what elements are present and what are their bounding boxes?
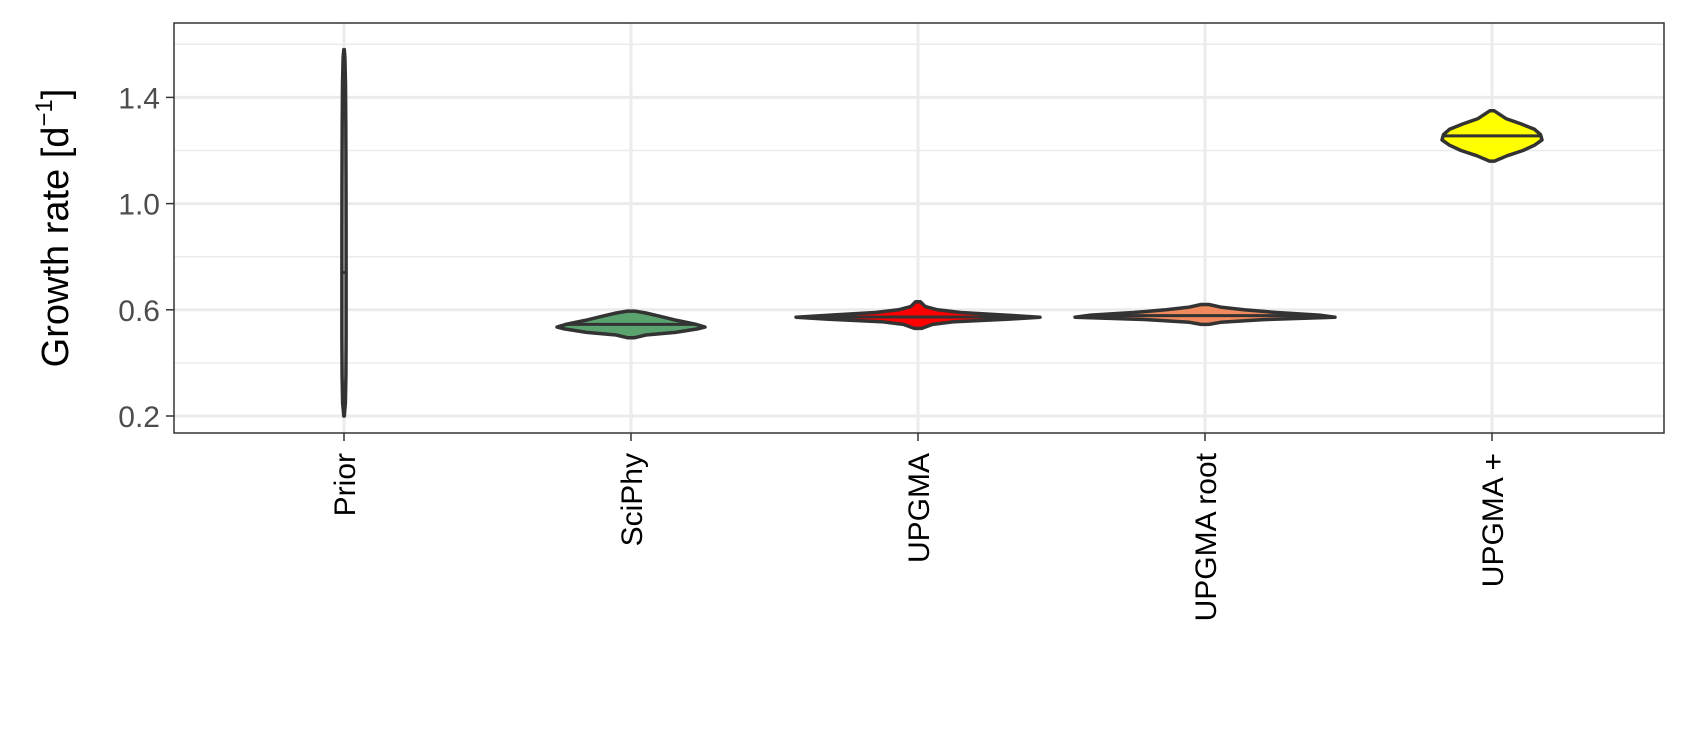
y-tick-label: 1.4	[118, 82, 160, 115]
y-axis-title: Growth rate [d−1]	[31, 89, 77, 368]
violin-prior	[340, 47, 348, 418]
violins	[340, 47, 1544, 418]
plot-panel-border	[173, 22, 1665, 434]
y-axis-title-suffix: ]	[35, 89, 77, 100]
y-tick-label: 1.0	[118, 189, 160, 222]
axes: 0.2 0.6 1.0 1.4 Prior SciPhy UPGMA UPGMA root UP…	[118, 82, 1510, 621]
x-tick-label: UPGMA root	[1190, 452, 1223, 621]
y-axis-title-main: Growth rate [d	[35, 127, 77, 368]
y-axis-title-superscript: −1	[31, 99, 58, 126]
y-tick-label: 0.6	[118, 295, 160, 328]
y-tick-label: 0.2	[118, 401, 160, 434]
x-tick-label: UPGMA +	[1477, 453, 1510, 587]
x-tick-label: Prior	[329, 453, 362, 516]
x-tick-label: SciPhy	[616, 453, 649, 546]
x-tick-label: UPGMA	[903, 453, 936, 563]
